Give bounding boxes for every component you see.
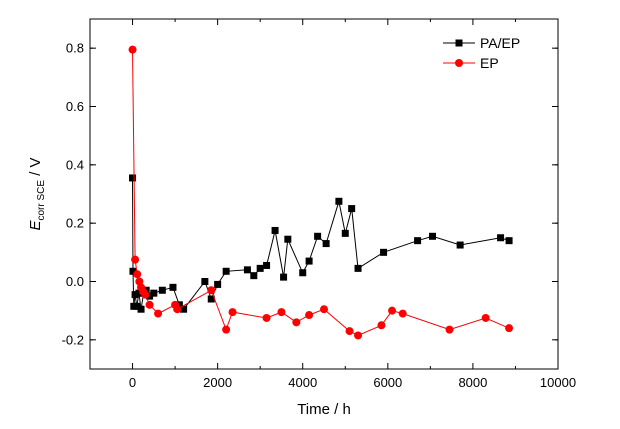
data-point — [154, 309, 163, 318]
data-point — [320, 305, 328, 314]
y-tick-label: -0.2 — [62, 332, 84, 347]
y-tick-label: 0.4 — [66, 157, 84, 172]
data-point — [388, 306, 397, 315]
data-point — [131, 255, 140, 264]
data-point — [201, 278, 209, 285]
y-tick-label: 0.0 — [66, 274, 84, 289]
data-point — [214, 280, 222, 288]
data-point — [228, 308, 237, 317]
data-point — [173, 305, 182, 314]
x-tick-label: 10000 — [540, 375, 576, 390]
y-axis-label-sub: corr SCE — [36, 180, 47, 221]
data-point — [271, 226, 279, 234]
x-tick-label: 4000 — [288, 375, 317, 390]
legend-marker — [455, 39, 463, 47]
plot-frame — [89, 18, 559, 370]
data-point — [169, 283, 177, 291]
legend-label: EP — [480, 55, 499, 71]
series-2 — [128, 45, 514, 340]
data-point — [137, 305, 145, 313]
x-tick-label: 2000 — [203, 375, 232, 390]
data-point — [505, 324, 514, 333]
data-point — [481, 313, 490, 322]
data-point — [345, 327, 354, 336]
series-line — [132, 177, 510, 310]
y-tick-label: 0.2 — [66, 216, 84, 231]
data-point — [354, 264, 362, 272]
y-axis-ticks: -0.2 0.0 0.2 0.4 0.6 0.8 — [62, 41, 558, 347]
data-point — [414, 237, 422, 245]
data-point — [341, 229, 349, 237]
y-axis-label-main: E — [27, 220, 44, 231]
data-point — [222, 325, 231, 334]
data-point — [128, 45, 137, 54]
data-point — [141, 290, 150, 299]
data-point — [135, 289, 143, 297]
data-point — [284, 235, 292, 243]
data-point — [263, 261, 271, 269]
data-point — [250, 272, 258, 280]
data-point — [131, 291, 139, 299]
data-point — [180, 305, 188, 313]
data-point — [280, 273, 288, 281]
data-point — [335, 197, 343, 205]
legend-marker — [455, 59, 463, 67]
data-point — [354, 331, 363, 340]
data-point — [380, 248, 388, 256]
data-point — [377, 321, 386, 330]
data-point — [133, 302, 141, 310]
legend: PA/EP EP — [443, 35, 520, 71]
data-point — [322, 240, 330, 248]
data-point — [314, 232, 322, 240]
y-axis-label-rest: / V — [27, 157, 44, 180]
data-point — [299, 269, 307, 277]
data-point — [505, 237, 513, 245]
series-layer — [128, 45, 514, 340]
data-point — [256, 264, 264, 272]
data-point — [146, 292, 154, 300]
data-point — [145, 300, 154, 309]
data-point — [175, 301, 183, 309]
x-axis-label: Time / h — [297, 401, 351, 418]
data-point — [222, 267, 230, 275]
data-point — [207, 295, 215, 303]
data-point — [428, 232, 436, 240]
y-axis-label: Ecorr SCE / V — [27, 157, 47, 230]
data-point — [133, 270, 142, 279]
data-point — [129, 267, 137, 275]
data-point — [348, 205, 356, 213]
data-point — [305, 311, 314, 320]
data-point — [262, 313, 271, 322]
data-point — [497, 234, 505, 242]
data-point — [207, 286, 216, 295]
data-point — [445, 325, 454, 334]
x-tick-label: 8000 — [458, 375, 487, 390]
series-1 — [129, 174, 513, 313]
series-line — [132, 49, 510, 337]
legend-label: PA/EP — [480, 35, 520, 51]
data-point — [398, 309, 407, 318]
data-point — [292, 318, 301, 327]
data-point — [277, 308, 286, 317]
x-axis-ticks: 0 2000 4000 6000 8000 10000 — [129, 19, 576, 390]
x-tick-label: 0 — [129, 375, 136, 390]
data-point — [129, 174, 137, 182]
data-point — [243, 266, 251, 274]
y-tick-label: 0.6 — [66, 99, 84, 114]
y-tick-label: 0.8 — [66, 41, 84, 56]
data-point — [305, 257, 313, 265]
data-point — [150, 289, 158, 297]
data-point — [456, 241, 464, 249]
x-tick-label: 6000 — [373, 375, 402, 390]
data-point — [158, 286, 166, 294]
